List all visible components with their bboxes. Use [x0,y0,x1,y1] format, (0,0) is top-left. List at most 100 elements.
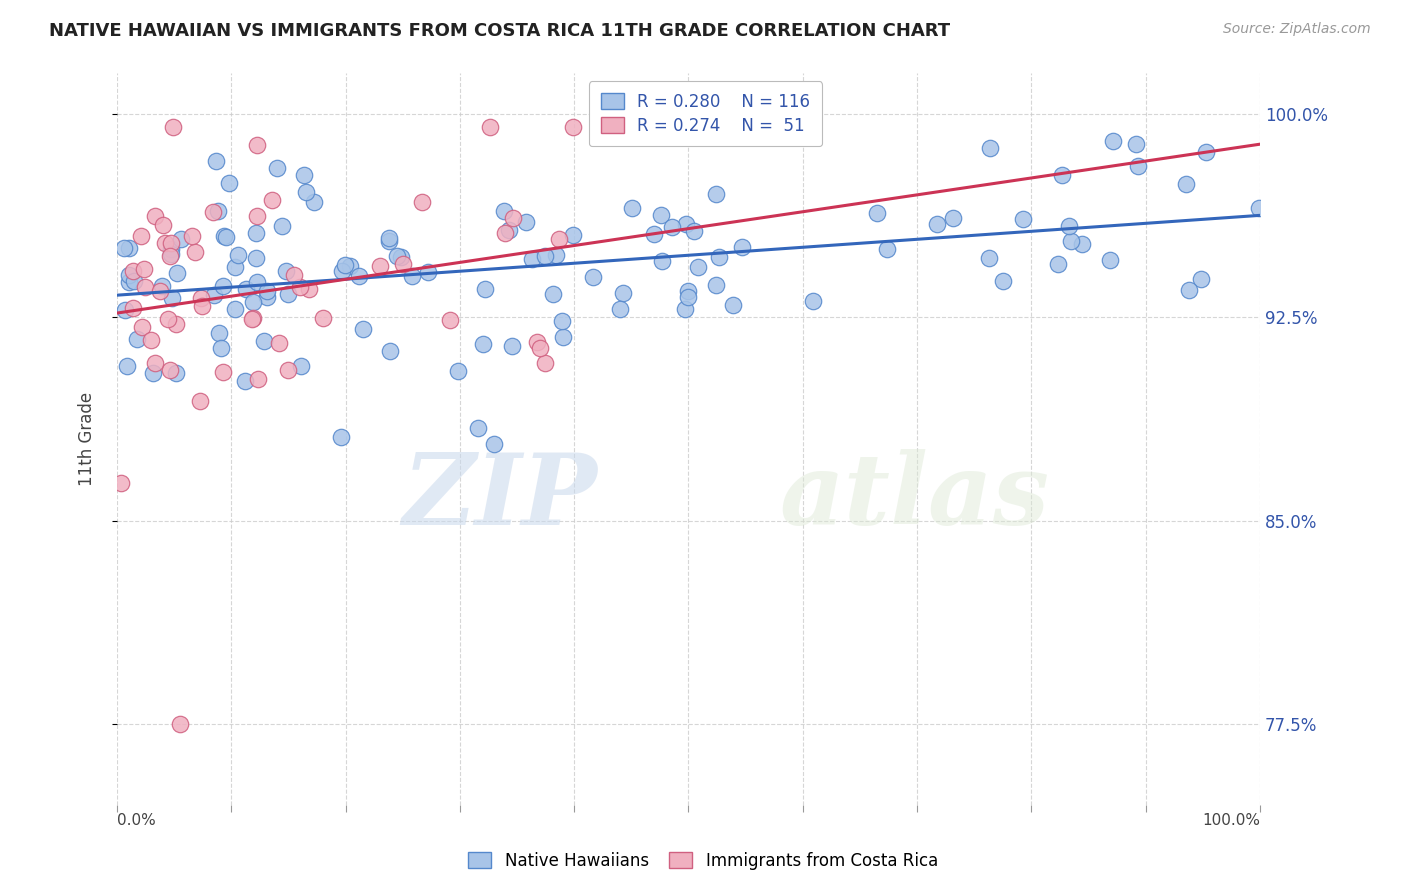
Point [143,355,166,369]
Point [122,264,145,278]
Point [482,437,505,451]
Point [302,195,325,210]
Point [180,229,202,244]
Point [212,279,235,293]
Point [612,285,634,300]
Point [191,299,214,313]
Point [389,250,412,264]
Point [352,321,374,335]
Point [153,235,176,250]
Point [143,210,166,224]
Point [183,244,205,259]
Point [224,260,246,275]
Point [439,312,461,326]
Point [169,717,191,731]
Point [165,317,187,331]
Point [1102,134,1125,148]
Point [609,302,631,317]
Point [134,280,156,294]
Text: 0.0%: 0.0% [117,814,156,829]
Point [333,258,356,272]
Point [142,366,165,380]
Point [277,286,299,301]
Point [541,287,564,301]
Point [122,274,145,288]
Point [520,252,543,267]
Point [471,337,494,351]
Point [110,476,132,491]
Point [118,275,141,289]
Point [152,218,174,232]
Point [162,120,184,135]
Point [121,301,143,315]
Point [349,268,371,283]
Point [1012,211,1035,226]
Point [721,298,744,312]
Point [1178,283,1201,297]
Point [683,224,706,238]
Point [1247,202,1270,216]
Text: 100.0%: 100.0% [1202,814,1260,829]
Point [298,282,321,296]
Point [502,211,524,226]
Point [242,295,264,310]
Point [676,284,699,298]
Point [1060,234,1083,248]
Point [1195,145,1218,160]
Point [474,282,496,296]
Point [271,219,294,233]
Point [546,248,568,262]
Point [339,259,361,273]
Point [269,335,291,350]
Point [150,279,173,293]
Point [288,280,311,294]
Point [242,311,264,326]
Point [380,343,402,358]
Point [411,195,433,210]
Point [115,359,138,374]
Text: atlas: atlas [780,450,1050,546]
Point [876,242,898,256]
Point [160,291,183,305]
Point [190,291,212,305]
Point [707,250,730,264]
Point [526,334,548,349]
Point [447,364,470,378]
Point [166,366,188,380]
Point [312,311,335,326]
Point [247,372,270,386]
Point [515,215,537,229]
Point [1057,219,1080,233]
Point [159,249,181,263]
Point [650,208,672,222]
Point [159,247,181,261]
Point [233,374,256,388]
Point [170,232,193,246]
Point [704,277,727,292]
Point [1046,257,1069,271]
Point [202,288,225,302]
Point [492,204,515,219]
Point [673,301,696,316]
Point [533,249,555,263]
Point [157,312,180,326]
Point [401,268,423,283]
Point [385,249,408,263]
Point [561,228,583,243]
Point [188,393,211,408]
Point [245,252,267,266]
Point [114,303,136,318]
Point [212,365,235,379]
Point [266,161,288,175]
Point [166,266,188,280]
Point [141,333,163,347]
Point [1189,272,1212,286]
Point [209,341,232,355]
Point [283,268,305,283]
Point [993,275,1015,289]
Point [534,356,557,370]
Point [377,234,399,248]
Point [494,227,516,241]
Point [621,201,644,215]
Text: Source: ZipAtlas.com: Source: ZipAtlas.com [1223,22,1371,37]
